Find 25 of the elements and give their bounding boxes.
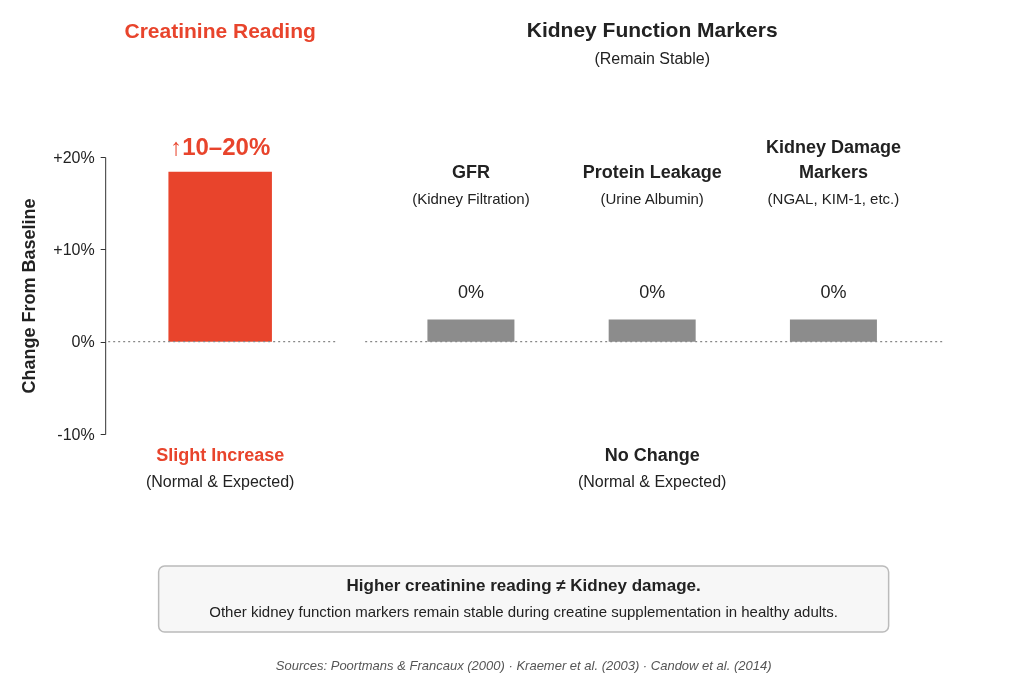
y-tick-label: 0% [71,333,95,351]
annotation: (Kidney Filtration) [412,190,530,207]
chart-title: Kidney Function Markers [526,18,778,41]
y-tick-label: +10% [53,240,95,258]
text: Slight Increase [156,445,285,465]
text: (Normal & Expected) [145,473,295,490]
text: (Normal & Expected) [577,473,727,490]
source-note: Sources: Poortmans & Francaux (2000) · Kraemer et al. (2003) · Candow et al. (2014) [275,658,772,673]
chart-subtitle: (Remain Stable) [594,50,710,67]
annotation: 0% [639,281,666,302]
annotation: ↑10–20% [170,132,271,160]
category-label: Protein Leakage [582,162,722,182]
y-axis-title: Change From Baseline [19,198,40,394]
annotation: (Urine Albumin) [600,190,704,207]
text: Other kidney function markers remain stable during creatine supplementation in healthy adults. [209,603,838,620]
annotation: 0% [457,281,484,302]
text: Higher creatinine reading ≠ Kidney damage. [346,576,701,595]
y-tick-label: -10% [57,425,95,443]
chart-title: Creatinine Reading [124,18,316,42]
annotation: (NGAL, KIM-1, etc.) [767,190,900,207]
y-tick-label: +20% [53,148,95,166]
category-label: Kidney Damage Markers [765,137,901,182]
category-label: GFR [451,162,490,182]
annotation: 0% [820,281,847,302]
text: No Change [604,445,700,465]
